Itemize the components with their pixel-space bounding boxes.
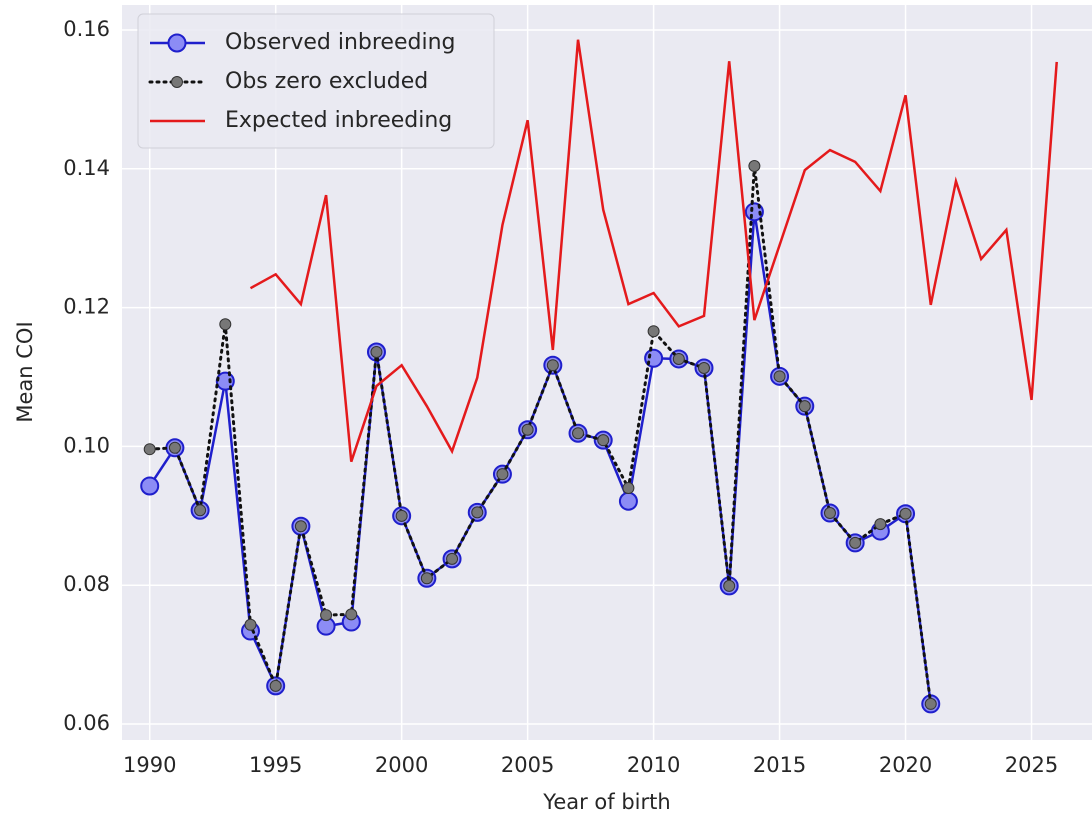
legend-label: Expected inbreeding [225, 108, 452, 133]
x-tick-label: 2020 [879, 753, 932, 777]
data-point [345, 608, 358, 621]
data-point [874, 518, 887, 531]
data-point [899, 507, 912, 520]
data-point [269, 679, 282, 692]
data-point [698, 361, 710, 374]
y-tick-label: 0.16 [63, 17, 110, 41]
data-point [672, 352, 685, 365]
legend-box [137, 13, 495, 149]
data-point [748, 160, 761, 173]
data-point [572, 427, 585, 440]
data-point [723, 579, 736, 592]
data-point [496, 468, 509, 481]
data-point [773, 370, 786, 383]
series-line [249, 39, 1058, 463]
data-point [420, 572, 433, 585]
x-tick-label: 2015 [753, 753, 806, 777]
data-point [618, 491, 638, 511]
y-tick-label: 0.08 [63, 572, 110, 596]
data-point [823, 507, 836, 520]
data-point [446, 552, 459, 565]
data-point [521, 423, 534, 436]
data-point [471, 506, 484, 519]
y-tick-label: 0.14 [63, 156, 110, 180]
data-point [647, 325, 660, 338]
x-tick-label: 1995 [249, 753, 302, 777]
data-point [244, 618, 257, 631]
data-point [168, 441, 181, 454]
data-point [320, 609, 333, 622]
series-line [148, 165, 933, 706]
x-tick-label: 2010 [627, 753, 680, 777]
data-point [798, 400, 811, 413]
x-axis-label: Year of birth [542, 790, 670, 814]
data-point [597, 434, 610, 447]
data-point [395, 509, 408, 522]
data-point [140, 476, 160, 496]
data-point [370, 346, 383, 359]
legend-label: Obs zero excluded [225, 69, 428, 94]
legend-label: Observed inbreeding [225, 30, 455, 55]
y-tick-label: 0.10 [63, 433, 110, 457]
y-tick-label: 0.06 [63, 711, 110, 735]
data-point [194, 504, 207, 517]
data-point [546, 359, 559, 372]
x-tick-label: 2000 [375, 753, 428, 777]
data-point [622, 482, 635, 495]
y-tick-label: 0.12 [63, 295, 110, 319]
x-tick-label: 1990 [123, 753, 176, 777]
legend-marker [171, 76, 183, 88]
y-axis-label: Mean COI [13, 321, 37, 422]
data-point [849, 536, 862, 549]
data-point [219, 318, 232, 331]
legend-marker [167, 33, 187, 53]
data-point [924, 697, 937, 710]
data-point [143, 443, 156, 456]
x-tick-label: 2005 [501, 753, 554, 777]
data-point [294, 520, 307, 533]
x-tick-label: 2025 [1005, 753, 1058, 777]
